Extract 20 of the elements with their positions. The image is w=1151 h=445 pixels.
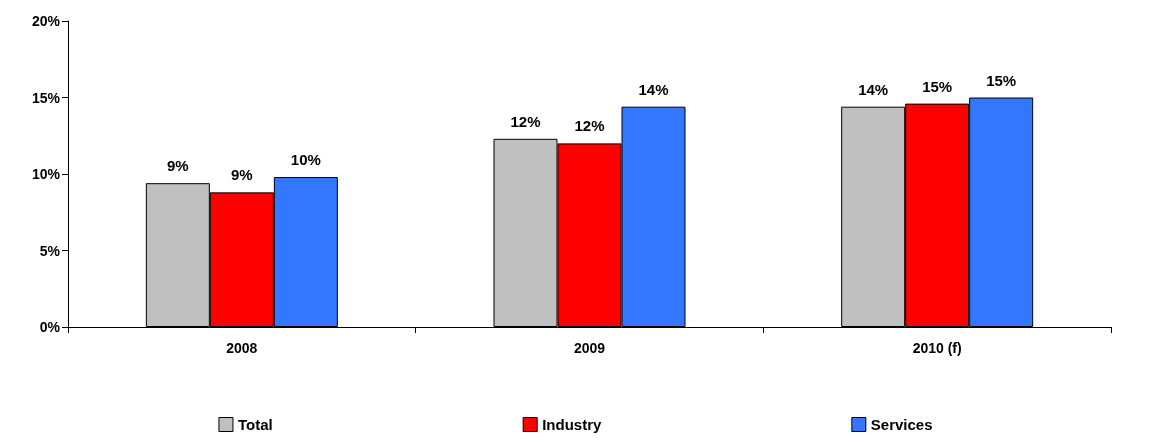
x-tick-label: 2010 (f) — [912, 340, 962, 356]
data-label: 14% — [638, 80, 669, 98]
data-label: 15% — [922, 77, 953, 95]
x-tick-label: 2008 — [226, 340, 258, 356]
y-tick-label: 10% — [31, 166, 61, 182]
data-label: 9% — [230, 166, 253, 184]
data-label: 12% — [574, 117, 605, 135]
legend-label: Services — [870, 416, 933, 433]
y-tick-label: 0% — [39, 319, 61, 335]
y-tick-label: 15% — [31, 89, 61, 106]
data-label: 9% — [166, 157, 189, 175]
data-label: 10% — [290, 151, 321, 169]
y-tick-label: 20% — [31, 13, 61, 29]
legend-label: Industry — [542, 416, 602, 433]
data-label: 12% — [510, 112, 541, 130]
data-label: 14% — [858, 80, 889, 98]
legend-label: Total — [237, 416, 273, 433]
x-tick-label: 2009 — [573, 340, 606, 356]
y-tick-label: 5% — [39, 242, 61, 259]
data-label: 15% — [986, 71, 1017, 89]
